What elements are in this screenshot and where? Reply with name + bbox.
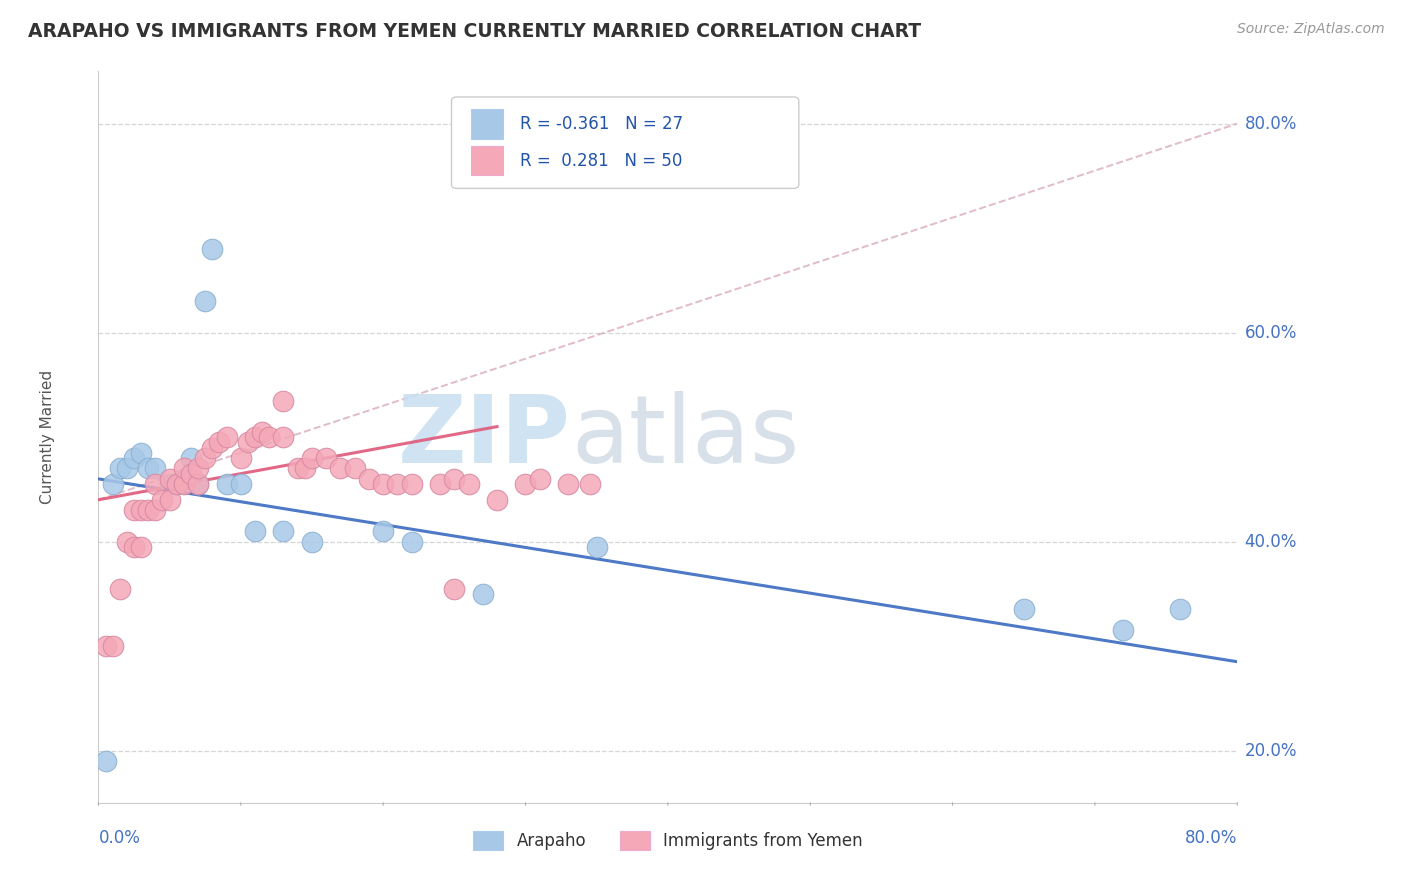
Point <box>357 472 380 486</box>
Point <box>129 503 152 517</box>
Point <box>373 477 395 491</box>
Point <box>515 477 537 491</box>
Point <box>529 472 551 486</box>
Bar <box>471 146 503 175</box>
Point <box>101 639 124 653</box>
Text: ARAPAHO VS IMMIGRANTS FROM YEMEN CURRENTLY MARRIED CORRELATION CHART: ARAPAHO VS IMMIGRANTS FROM YEMEN CURRENT… <box>28 22 921 41</box>
Point <box>122 450 145 465</box>
Point <box>115 461 138 475</box>
Point <box>208 435 231 450</box>
Point <box>243 430 266 444</box>
Point <box>243 524 266 538</box>
Point <box>373 524 395 538</box>
Point <box>166 477 188 491</box>
Text: R =  0.281   N = 50: R = 0.281 N = 50 <box>520 152 682 169</box>
Bar <box>471 110 503 138</box>
Point <box>229 450 252 465</box>
Point <box>329 461 352 475</box>
Point <box>343 461 366 475</box>
Point <box>273 393 295 408</box>
Point <box>180 450 202 465</box>
Point <box>301 534 323 549</box>
Point <box>173 477 195 491</box>
Point <box>194 450 217 465</box>
Point <box>471 587 494 601</box>
Point <box>287 461 309 475</box>
Point <box>180 467 202 481</box>
Point <box>145 461 167 475</box>
Point <box>201 441 224 455</box>
Point <box>187 461 209 475</box>
Point <box>159 477 181 491</box>
Point <box>122 503 145 517</box>
Point <box>115 534 138 549</box>
Point <box>315 450 337 465</box>
Point <box>108 461 131 475</box>
Point <box>215 430 238 444</box>
Point <box>486 492 509 507</box>
Point <box>401 477 423 491</box>
Point <box>259 430 281 444</box>
Text: 20.0%: 20.0% <box>1244 741 1296 760</box>
Point <box>250 425 273 439</box>
Point <box>1170 602 1192 616</box>
Point <box>443 582 465 596</box>
Point <box>585 540 607 554</box>
Text: Source: ZipAtlas.com: Source: ZipAtlas.com <box>1237 22 1385 37</box>
Point <box>201 242 224 256</box>
FancyBboxPatch shape <box>451 97 799 188</box>
Point <box>173 472 195 486</box>
Point <box>136 461 159 475</box>
Point <box>387 477 409 491</box>
Point <box>159 492 181 507</box>
Point <box>94 754 117 768</box>
Point <box>429 477 451 491</box>
Point <box>457 477 479 491</box>
Point <box>101 477 124 491</box>
Point <box>215 477 238 491</box>
Text: ZIP: ZIP <box>398 391 571 483</box>
Text: 40.0%: 40.0% <box>1244 533 1296 550</box>
Point <box>187 477 209 491</box>
Point <box>145 503 167 517</box>
Point <box>159 472 181 486</box>
Point <box>129 540 152 554</box>
Point <box>166 477 188 491</box>
Point <box>229 477 252 491</box>
Text: atlas: atlas <box>571 391 799 483</box>
Text: 60.0%: 60.0% <box>1244 324 1296 342</box>
Point <box>301 450 323 465</box>
Point <box>578 477 600 491</box>
Point <box>136 503 159 517</box>
Text: 80.0%: 80.0% <box>1244 114 1296 133</box>
Point <box>273 524 295 538</box>
Point <box>122 540 145 554</box>
Point <box>294 461 316 475</box>
Point <box>108 582 131 596</box>
Point <box>236 435 259 450</box>
Point <box>129 446 152 460</box>
Point <box>401 534 423 549</box>
Point <box>194 294 217 309</box>
Legend: Arapaho, Immigrants from Yemen: Arapaho, Immigrants from Yemen <box>467 824 869 856</box>
Point <box>145 477 167 491</box>
Text: Currently Married: Currently Married <box>39 370 55 504</box>
Point <box>557 477 579 491</box>
Point <box>443 472 465 486</box>
Point <box>1112 624 1135 638</box>
Point <box>173 461 195 475</box>
Text: 0.0%: 0.0% <box>98 829 141 847</box>
Point <box>152 492 174 507</box>
Point <box>1012 602 1035 616</box>
Text: R = -0.361   N = 27: R = -0.361 N = 27 <box>520 115 683 133</box>
Point <box>94 639 117 653</box>
Point <box>273 430 295 444</box>
Point <box>187 477 209 491</box>
Text: 80.0%: 80.0% <box>1185 829 1237 847</box>
